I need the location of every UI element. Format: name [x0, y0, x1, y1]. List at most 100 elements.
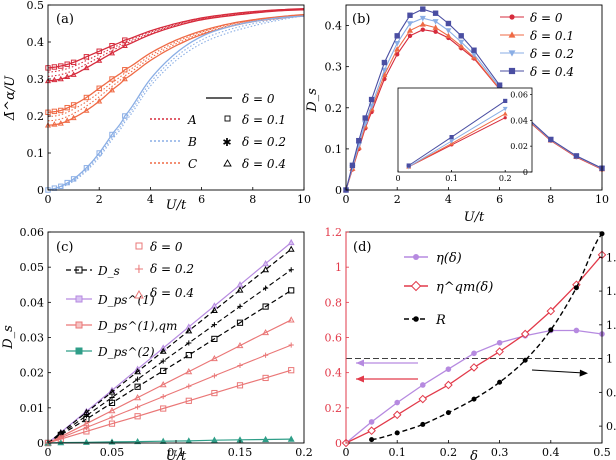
a-point-A-0.4-7	[108, 49, 116, 56]
c-plus-1-5	[160, 393, 166, 400]
legend-b-marker-0	[509, 14, 515, 20]
c-plus-0-3	[109, 394, 115, 401]
arrow-eta-left-head	[356, 359, 364, 367]
legend-c-square-marker	[135, 242, 143, 250]
inset-x-label-2: 0.2	[499, 174, 512, 183]
d-point-eta-1	[368, 419, 375, 425]
a-point-A-0-3	[64, 61, 70, 67]
c-point-1-3	[108, 388, 116, 395]
legend-d-label-R: R	[435, 313, 446, 328]
legend-c-plus-marker: +	[134, 262, 145, 277]
c-y-label-1: 0.01	[20, 402, 45, 415]
a-point-C-0-6	[96, 85, 102, 91]
d-x-label-3: 0.3	[491, 446, 509, 459]
d-point-eta-9	[573, 327, 580, 334]
c-x-label-2: 0.1	[167, 446, 185, 459]
d-point-R-5	[497, 379, 503, 385]
legend-c-triangle-marker	[134, 289, 144, 299]
panel-b-inset: 0 0.1 0.2 0 0.02 0.04 0.06	[395, 87, 533, 183]
d-yr-label-1: 0.8	[606, 386, 616, 399]
c-plus-1-3	[109, 414, 115, 420]
c-point-3-3	[108, 407, 116, 414]
b-y-label-1: 0.1	[325, 143, 343, 156]
inset-point-3-1	[449, 135, 454, 140]
legend-a-delta-04: δ = 0.4	[242, 157, 286, 171]
legend-c-label-Ds: D_s	[97, 264, 120, 278]
c-plus-0-2	[83, 413, 89, 419]
a-point-C-0-1	[51, 108, 58, 115]
a-x-label-0: 0	[45, 193, 52, 206]
a-point-A-0.4-5	[83, 64, 90, 71]
a-point-A-0-5	[83, 54, 90, 60]
inset-marks	[406, 98, 508, 170]
a-point-B-0-7	[109, 131, 115, 138]
c-plus-0-9	[263, 285, 269, 291]
b-x-label-3: 6	[496, 193, 503, 206]
a-y-label-4: 0.4	[27, 36, 45, 49]
inset-point-2-2	[502, 106, 508, 112]
b-point-1-8	[419, 21, 426, 27]
inset-x-label-1: 0.1	[445, 174, 458, 183]
c-point-3-6	[185, 367, 193, 375]
d-yr-label-0: 0.6	[606, 420, 616, 433]
d-yl-label-1: 0.2	[325, 402, 343, 415]
a-point-A-0-7	[109, 43, 115, 49]
b-x-label-0: 0	[343, 193, 350, 206]
a-x-label-2: 4	[147, 193, 154, 206]
arrow-R-right	[531, 369, 585, 374]
b-point-3-16	[573, 153, 580, 159]
d-point-etaqm-6	[495, 347, 504, 356]
a-y-label-5: 0.5	[27, 0, 45, 12]
panel-a: 0 2 4 6 8 10 0 0.1 0.2 0.3 0.4 0.5 (a) U/t Δ̄^α/U A…	[3, 0, 311, 213]
c-y-label-0: 0	[37, 437, 44, 450]
b-point-3-3	[362, 115, 368, 121]
c-point-1-9	[262, 265, 270, 273]
d-point-R-6	[522, 357, 528, 363]
a-point-C-0-3	[64, 104, 70, 111]
c-point-2-7	[211, 335, 218, 343]
a-y-label-0: 0	[37, 184, 44, 197]
b-y-label-3: 0.3	[325, 61, 343, 74]
c-plus-1-2	[83, 424, 89, 431]
panel-b: 0 2 4 6 8 10 0 0.1 0.2 0.3 0.4 (b) U/t D_s δ = 0 δ…	[305, 4, 609, 225]
a-curve-C-mid-1	[47, 15, 305, 122]
c-line-mid-0	[47, 269, 292, 444]
panel-d: 0 0.1 0.2 0.3 0.4 0.5 0 0.2 0.4 0.6 0.8 1 1.2 0.6 0.8 1…	[325, 226, 616, 460]
c-point-2-5	[160, 367, 167, 375]
panel-b-xlabel: U/t	[464, 210, 485, 225]
d-point-R-1	[394, 430, 400, 436]
b-x-label-4: 8	[547, 193, 554, 206]
arrow-etaqm-left-head	[356, 375, 364, 383]
d-x-label-0: 0	[343, 446, 350, 459]
d-point-R-7	[548, 327, 554, 333]
b-point-3-8	[420, 6, 426, 12]
d-x-label-5: 0.5	[593, 446, 611, 459]
legend-c-marker-Dps1qm	[75, 321, 83, 329]
c-point-5-2	[82, 438, 90, 445]
c-x-label-1: 0.05	[100, 446, 125, 459]
inset-x-label-0: 0	[395, 174, 400, 183]
b-y-label-0: 0	[335, 184, 342, 197]
legend-a-star-marker: ✱	[222, 136, 231, 149]
d-yl-label-2: 0.4	[325, 367, 343, 380]
a-point-C-0-5	[83, 94, 90, 101]
d-yl-label-3: 0.6	[325, 332, 343, 345]
legend-a-delta-01: δ = 0.1	[242, 113, 286, 127]
legend-a-square-marker	[224, 115, 231, 122]
b-point-1-6	[394, 46, 401, 52]
c-x-label-4: 0.2	[295, 446, 313, 459]
a-y-label-1: 0.1	[27, 147, 45, 160]
c-point-2-9	[262, 303, 269, 310]
legend-a-label-C: C	[188, 157, 197, 171]
panel-c-ylabel: D_s	[1, 325, 16, 350]
d-point-etaqm-3	[418, 394, 428, 404]
d-point-eta-2	[394, 399, 401, 406]
inset-point-2-1	[449, 139, 455, 144]
a-curve-C-mid-0	[47, 14, 305, 118]
a-x-label-4: 8	[249, 193, 256, 206]
a-point-B-0-5	[83, 165, 90, 171]
panel-a-ticks: 0 2 4 6 8 10 0 0.1 0.2 0.3 0.4 0.5	[27, 0, 312, 206]
d-point-R-8	[573, 285, 579, 291]
b-point-0-7	[407, 33, 413, 39]
legend-d-marker-eta	[413, 254, 419, 260]
